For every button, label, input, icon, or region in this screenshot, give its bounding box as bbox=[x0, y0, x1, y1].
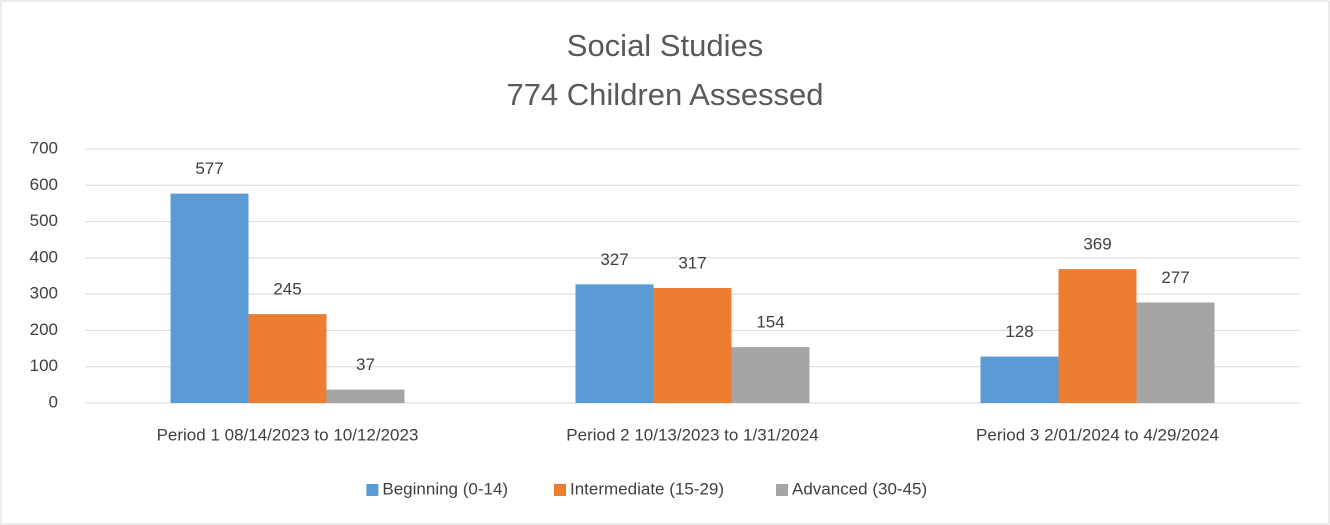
data-label: 154 bbox=[756, 313, 784, 332]
chart-subtitle: 774 Children Assessed bbox=[506, 77, 823, 112]
bar bbox=[1136, 302, 1215, 403]
legend-label: Beginning (0-14) bbox=[382, 479, 508, 498]
y-tick-label: 700 bbox=[30, 138, 58, 157]
bar bbox=[653, 287, 732, 403]
legend-label: Advanced (30-45) bbox=[792, 479, 927, 498]
y-tick-label: 400 bbox=[30, 247, 58, 266]
bar bbox=[575, 284, 654, 403]
data-label: 327 bbox=[600, 250, 628, 269]
y-tick-label: 500 bbox=[30, 211, 58, 230]
bar bbox=[980, 356, 1059, 403]
y-tick-label: 600 bbox=[30, 175, 58, 194]
chart-title: Social Studies bbox=[567, 28, 763, 63]
data-label: 245 bbox=[273, 280, 301, 299]
bar bbox=[170, 193, 249, 403]
x-tick-label: Period 1 08/14/2023 to 10/12/2023 bbox=[157, 425, 419, 444]
x-tick-label: Period 2 10/13/2023 to 1/31/2024 bbox=[566, 425, 818, 444]
legend-swatch bbox=[366, 484, 379, 496]
bar bbox=[248, 314, 327, 403]
y-tick-label: 100 bbox=[30, 356, 58, 375]
data-label: 128 bbox=[1005, 322, 1033, 341]
data-label: 277 bbox=[1161, 268, 1189, 287]
bar bbox=[1058, 269, 1137, 403]
bar bbox=[731, 347, 810, 403]
legend-swatch bbox=[554, 484, 566, 496]
y-tick-label: 200 bbox=[30, 320, 58, 339]
data-label: 369 bbox=[1083, 235, 1111, 254]
bar bbox=[326, 389, 405, 403]
data-label: 37 bbox=[356, 355, 375, 374]
legend-swatch bbox=[776, 484, 788, 496]
y-tick-label: 300 bbox=[30, 284, 58, 303]
x-tick-label: Period 3 2/01/2024 to 4/29/2024 bbox=[976, 425, 1219, 444]
y-tick-label: 0 bbox=[49, 392, 58, 411]
data-label: 317 bbox=[678, 253, 706, 272]
legend-label: Intermediate (15-29) bbox=[570, 479, 724, 498]
data-label: 577 bbox=[195, 159, 223, 178]
